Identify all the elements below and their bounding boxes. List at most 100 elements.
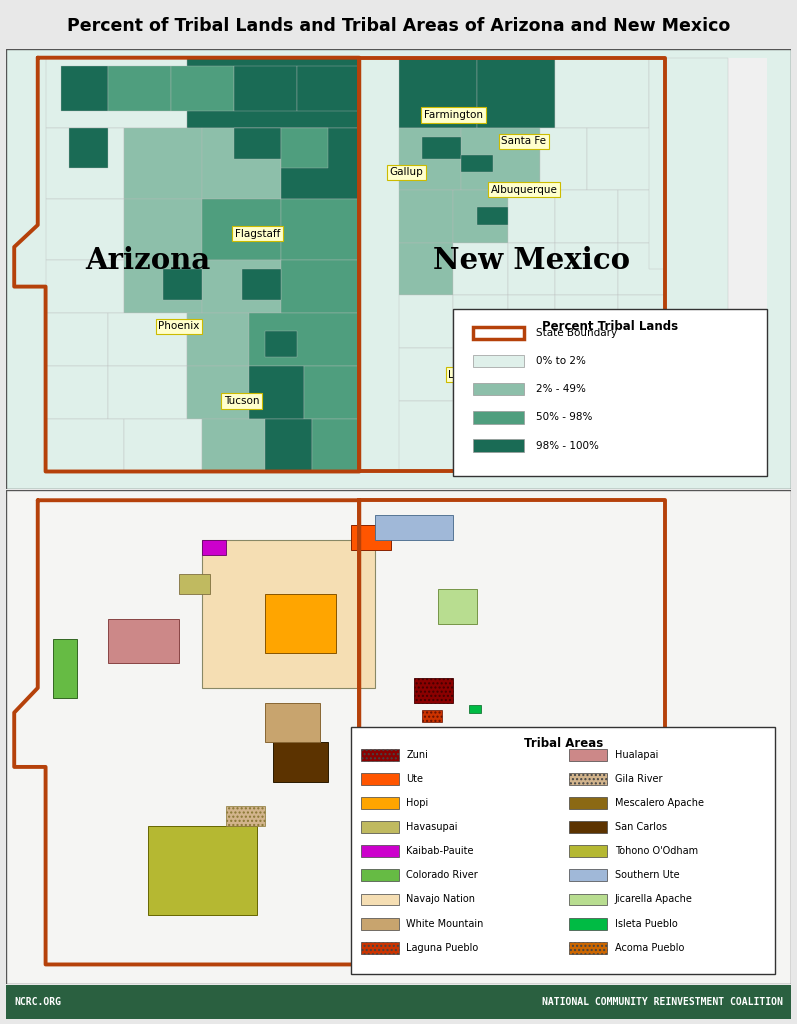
Bar xyxy=(398,57,477,128)
Text: 2% - 49%: 2% - 49% xyxy=(536,384,586,394)
Bar xyxy=(618,295,665,348)
Bar xyxy=(163,269,202,300)
Text: Phoenix: Phoenix xyxy=(159,322,199,331)
Bar xyxy=(171,67,234,111)
Bar xyxy=(570,797,607,809)
Bar xyxy=(570,869,607,882)
Bar xyxy=(461,335,501,371)
Bar xyxy=(265,331,296,357)
Bar xyxy=(45,57,186,128)
Bar xyxy=(361,821,398,833)
Bar xyxy=(587,128,665,189)
Text: San Carlos: San Carlos xyxy=(615,822,667,833)
Bar xyxy=(281,199,359,260)
Bar xyxy=(473,439,524,452)
Text: Arizona: Arizona xyxy=(85,246,210,274)
Bar xyxy=(453,308,767,476)
Bar xyxy=(202,199,281,260)
Bar xyxy=(453,243,508,295)
Bar xyxy=(361,942,398,953)
Text: Havasupai: Havasupai xyxy=(406,822,457,833)
Bar xyxy=(570,918,607,930)
Bar xyxy=(422,137,461,159)
Text: Albuquerque: Albuquerque xyxy=(490,184,557,195)
Bar xyxy=(414,735,434,748)
Bar xyxy=(351,727,775,975)
Bar xyxy=(453,189,508,243)
Bar xyxy=(361,918,398,930)
Bar xyxy=(473,327,524,339)
Bar xyxy=(556,348,618,401)
Bar xyxy=(147,826,257,915)
Bar xyxy=(265,419,312,471)
Bar xyxy=(281,260,359,313)
Bar xyxy=(508,189,556,243)
Bar xyxy=(618,348,665,401)
Bar xyxy=(202,419,265,471)
Bar xyxy=(249,313,359,366)
Bar xyxy=(469,706,481,713)
Bar xyxy=(398,189,453,243)
Bar xyxy=(45,260,124,313)
Bar xyxy=(45,128,124,199)
Bar xyxy=(570,845,607,857)
Text: Laguna Pueblo: Laguna Pueblo xyxy=(406,943,478,952)
Bar xyxy=(473,383,524,395)
Bar xyxy=(361,749,398,761)
Bar xyxy=(477,208,508,225)
Text: Farmington: Farmington xyxy=(424,110,483,120)
Bar xyxy=(202,540,375,688)
Bar xyxy=(516,737,556,767)
Text: 50% - 98%: 50% - 98% xyxy=(536,413,592,422)
Bar xyxy=(570,773,607,784)
Text: Acoma Pueblo: Acoma Pueblo xyxy=(615,943,685,952)
Bar xyxy=(398,348,453,401)
Bar xyxy=(124,199,202,260)
Bar xyxy=(234,67,296,111)
Bar xyxy=(202,128,281,199)
Text: Jicarella Apache: Jicarella Apache xyxy=(615,894,693,904)
Bar xyxy=(556,243,618,295)
Text: NATIONAL COMMUNITY REINVESTMENT COALITION: NATIONAL COMMUNITY REINVESTMENT COALITIO… xyxy=(542,997,783,1008)
Bar xyxy=(473,412,524,424)
Text: Southern Ute: Southern Ute xyxy=(615,870,680,881)
Bar xyxy=(241,269,281,300)
Bar xyxy=(398,243,453,295)
Bar xyxy=(351,525,391,550)
Bar xyxy=(124,419,202,471)
Bar xyxy=(438,589,477,624)
Bar xyxy=(202,260,281,313)
Text: Hualapai: Hualapai xyxy=(615,750,658,760)
Bar xyxy=(281,128,359,199)
Bar xyxy=(202,540,226,555)
Bar xyxy=(61,67,108,111)
Bar xyxy=(265,594,336,653)
Text: Las Cruces: Las Cruces xyxy=(449,370,505,380)
Bar xyxy=(108,366,186,419)
Bar xyxy=(540,128,587,189)
Bar xyxy=(508,243,556,295)
Bar xyxy=(473,355,524,368)
Bar xyxy=(45,57,359,471)
Text: Zuni: Zuni xyxy=(406,750,428,760)
Text: NCRC.ORG: NCRC.ORG xyxy=(14,997,61,1008)
Bar xyxy=(179,574,210,594)
Bar xyxy=(461,128,540,189)
Text: Gallup: Gallup xyxy=(390,167,423,177)
Bar xyxy=(665,57,767,471)
Bar xyxy=(477,57,556,128)
Bar xyxy=(650,57,665,269)
Bar xyxy=(398,401,453,471)
Bar xyxy=(45,313,108,366)
Bar xyxy=(618,401,665,471)
Text: Colorado River: Colorado River xyxy=(406,870,478,881)
Text: State Boundary: State Boundary xyxy=(536,328,617,338)
Bar xyxy=(570,942,607,953)
Bar xyxy=(53,639,77,697)
Bar xyxy=(45,419,124,471)
Text: Ute: Ute xyxy=(406,774,423,783)
Bar xyxy=(508,401,556,471)
Bar xyxy=(453,401,508,471)
Bar xyxy=(186,313,249,366)
Bar xyxy=(414,678,453,702)
